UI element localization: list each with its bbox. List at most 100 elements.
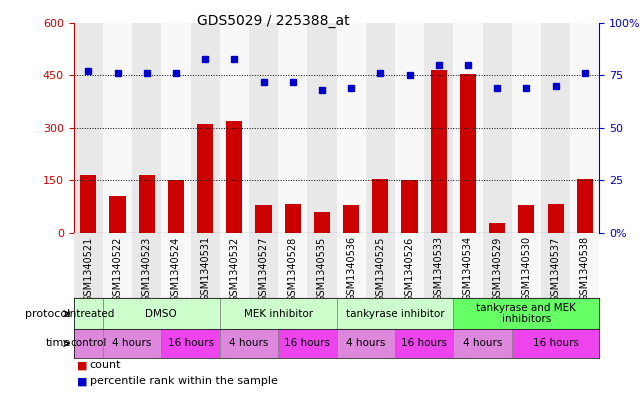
Bar [80, 175, 96, 233]
Text: GSM1340534: GSM1340534 [463, 236, 473, 301]
Bar [285, 204, 301, 233]
Text: DMSO: DMSO [146, 309, 177, 319]
Bar [190, 23, 220, 233]
Text: GSM1340525: GSM1340525 [376, 236, 385, 302]
Bar [337, 233, 366, 298]
Text: 4 hours: 4 hours [229, 338, 269, 349]
Bar [372, 179, 388, 233]
Text: control: control [70, 338, 106, 349]
Bar [103, 233, 132, 298]
Bar [401, 180, 417, 233]
Text: 4 hours: 4 hours [346, 338, 385, 349]
Text: untreated: untreated [63, 309, 114, 319]
Bar [541, 23, 570, 233]
Text: GSM1340527: GSM1340527 [258, 236, 269, 302]
Text: tankyrase and MEK
inhibitors: tankyrase and MEK inhibitors [476, 303, 576, 324]
Bar [168, 180, 184, 233]
Text: 4 hours: 4 hours [112, 338, 152, 349]
Bar [220, 233, 249, 298]
Bar [278, 233, 307, 298]
Bar [278, 23, 307, 233]
Text: GSM1340538: GSM1340538 [579, 236, 590, 301]
Bar [74, 233, 103, 298]
Bar [460, 73, 476, 233]
Bar [424, 233, 453, 298]
Bar [162, 329, 220, 358]
Text: 4 hours: 4 hours [463, 338, 502, 349]
Bar [220, 329, 278, 358]
Bar [453, 23, 483, 233]
Bar [132, 233, 162, 298]
Bar [512, 23, 541, 233]
Bar [337, 298, 453, 329]
Bar [220, 298, 337, 329]
Bar [519, 205, 535, 233]
Bar [103, 329, 162, 358]
Bar [570, 233, 599, 298]
Bar [162, 233, 190, 298]
Bar [249, 233, 278, 298]
Bar [489, 222, 505, 233]
Text: ■: ■ [77, 376, 87, 386]
Bar [512, 233, 541, 298]
Bar [453, 329, 512, 358]
Text: 16 hours: 16 hours [401, 338, 447, 349]
Bar [337, 329, 395, 358]
Text: GSM1340523: GSM1340523 [142, 236, 152, 301]
Text: protocol: protocol [25, 309, 71, 319]
Bar [74, 23, 103, 233]
Text: GSM1340531: GSM1340531 [200, 236, 210, 301]
Bar [197, 125, 213, 233]
Bar [307, 23, 337, 233]
Text: ■: ■ [77, 360, 87, 371]
Text: GSM1340533: GSM1340533 [434, 236, 444, 301]
Text: percentile rank within the sample: percentile rank within the sample [90, 376, 278, 386]
Text: GSM1340526: GSM1340526 [404, 236, 415, 301]
Bar [220, 23, 249, 233]
Text: GSM1340521: GSM1340521 [83, 236, 94, 301]
Text: GDS5029 / 225388_at: GDS5029 / 225388_at [197, 14, 350, 28]
Bar [431, 70, 447, 233]
Bar [256, 205, 272, 233]
Text: 16 hours: 16 hours [533, 338, 579, 349]
Text: GSM1340530: GSM1340530 [521, 236, 531, 301]
Bar [110, 196, 126, 233]
Bar [103, 298, 220, 329]
Bar [307, 233, 337, 298]
Bar [570, 23, 599, 233]
Bar [74, 329, 103, 358]
Text: count: count [90, 360, 121, 371]
Bar [74, 298, 103, 329]
Bar [343, 205, 359, 233]
Bar [453, 233, 483, 298]
Bar [366, 233, 395, 298]
Text: tankyrase inhibitor: tankyrase inhibitor [345, 309, 444, 319]
Bar [395, 329, 453, 358]
Bar [395, 233, 424, 298]
Text: GSM1340536: GSM1340536 [346, 236, 356, 301]
Bar [366, 23, 395, 233]
Bar [226, 121, 242, 233]
Text: 16 hours: 16 hours [285, 338, 330, 349]
Bar [249, 23, 278, 233]
Bar [541, 233, 570, 298]
Bar [547, 204, 563, 233]
Bar [138, 175, 154, 233]
Text: time: time [46, 338, 71, 349]
Text: MEK inhibitor: MEK inhibitor [244, 309, 313, 319]
Text: 16 hours: 16 hours [167, 338, 213, 349]
Bar [132, 23, 162, 233]
Bar [512, 329, 599, 358]
Bar [395, 23, 424, 233]
Bar [453, 298, 599, 329]
Text: GSM1340537: GSM1340537 [551, 236, 560, 301]
Text: GSM1340529: GSM1340529 [492, 236, 502, 301]
Bar [577, 179, 593, 233]
Bar [162, 23, 190, 233]
Bar [103, 23, 132, 233]
Text: GSM1340535: GSM1340535 [317, 236, 327, 301]
Bar [278, 329, 337, 358]
Bar [483, 233, 512, 298]
Bar [424, 23, 453, 233]
Text: GSM1340522: GSM1340522 [113, 236, 122, 302]
